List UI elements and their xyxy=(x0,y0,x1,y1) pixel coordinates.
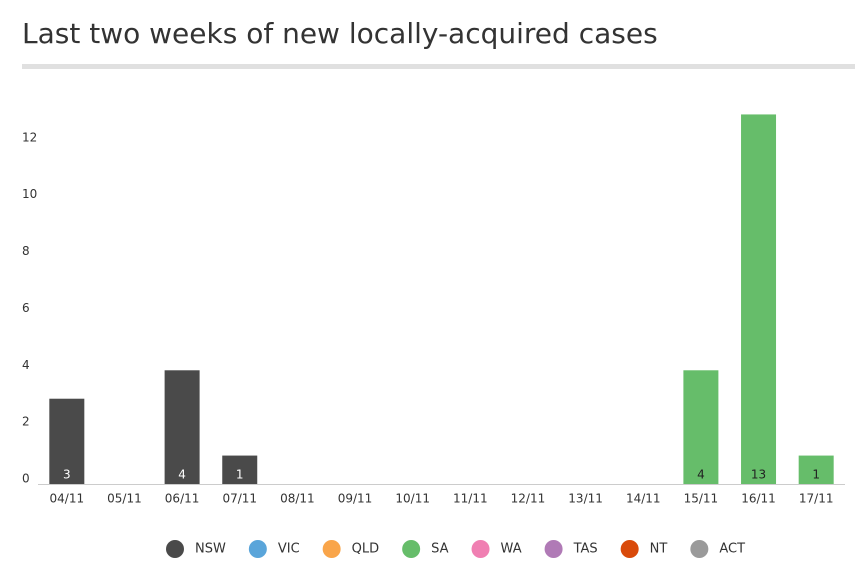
legend-swatch xyxy=(248,540,267,558)
data-label: 1 xyxy=(812,468,820,482)
legend-swatch xyxy=(471,540,490,558)
x-tick-label: 08/11 xyxy=(280,492,315,506)
data-label: 4 xyxy=(697,468,705,482)
x-tick-label: 11/11 xyxy=(453,492,488,506)
x-tick-label: 04/11 xyxy=(50,492,85,506)
legend-label: NT xyxy=(650,542,668,557)
x-tick-label: 09/11 xyxy=(338,492,373,506)
legend-label: QLD xyxy=(352,542,380,557)
legend-label: WA xyxy=(501,542,522,557)
bar xyxy=(741,114,777,484)
x-tick-label: 12/11 xyxy=(511,492,546,506)
legend-swatch xyxy=(322,540,341,558)
y-tick-label: 4 xyxy=(22,358,30,372)
y-tick-label: 12 xyxy=(22,130,37,144)
data-label: 4 xyxy=(178,468,186,482)
legend-swatch xyxy=(166,540,184,558)
data-label: 1 xyxy=(236,468,244,482)
x-tick-label: 07/11 xyxy=(222,492,257,506)
x-tick-label: 13/11 xyxy=(568,492,603,506)
legend-label: ACT xyxy=(719,542,745,557)
title-rule xyxy=(22,64,855,69)
data-label: 3 xyxy=(63,468,71,482)
y-tick-label: 10 xyxy=(22,187,37,201)
bar xyxy=(683,370,719,484)
legend-swatch xyxy=(544,540,563,558)
legend-swatch xyxy=(690,540,709,558)
chart-title: Last two weeks of new locally-acquired c… xyxy=(22,17,658,50)
legend-swatch xyxy=(402,540,421,558)
x-tick-label: 17/11 xyxy=(799,492,834,506)
legend-label: NSW xyxy=(195,542,226,557)
bar xyxy=(222,455,258,484)
bar xyxy=(164,370,200,484)
x-tick-label: 10/11 xyxy=(395,492,430,506)
x-tick-label: 14/11 xyxy=(626,492,661,506)
y-tick-label: 8 xyxy=(22,244,30,258)
y-tick-label: 0 xyxy=(22,472,30,486)
data-label: 13 xyxy=(751,468,766,482)
legend-label: VIC xyxy=(278,542,300,557)
bar xyxy=(49,398,85,484)
legend-swatch xyxy=(620,540,639,558)
bar xyxy=(798,455,834,484)
y-tick-label: 2 xyxy=(22,415,30,429)
x-tick-label: 05/11 xyxy=(107,492,142,506)
legend-label: TAS xyxy=(573,542,598,557)
x-tick-label: 16/11 xyxy=(741,492,776,506)
x-tick-label: 15/11 xyxy=(684,492,719,506)
x-tick-label: 06/11 xyxy=(165,492,200,506)
legend-label: SA xyxy=(431,542,448,557)
y-tick-label: 6 xyxy=(22,301,30,315)
